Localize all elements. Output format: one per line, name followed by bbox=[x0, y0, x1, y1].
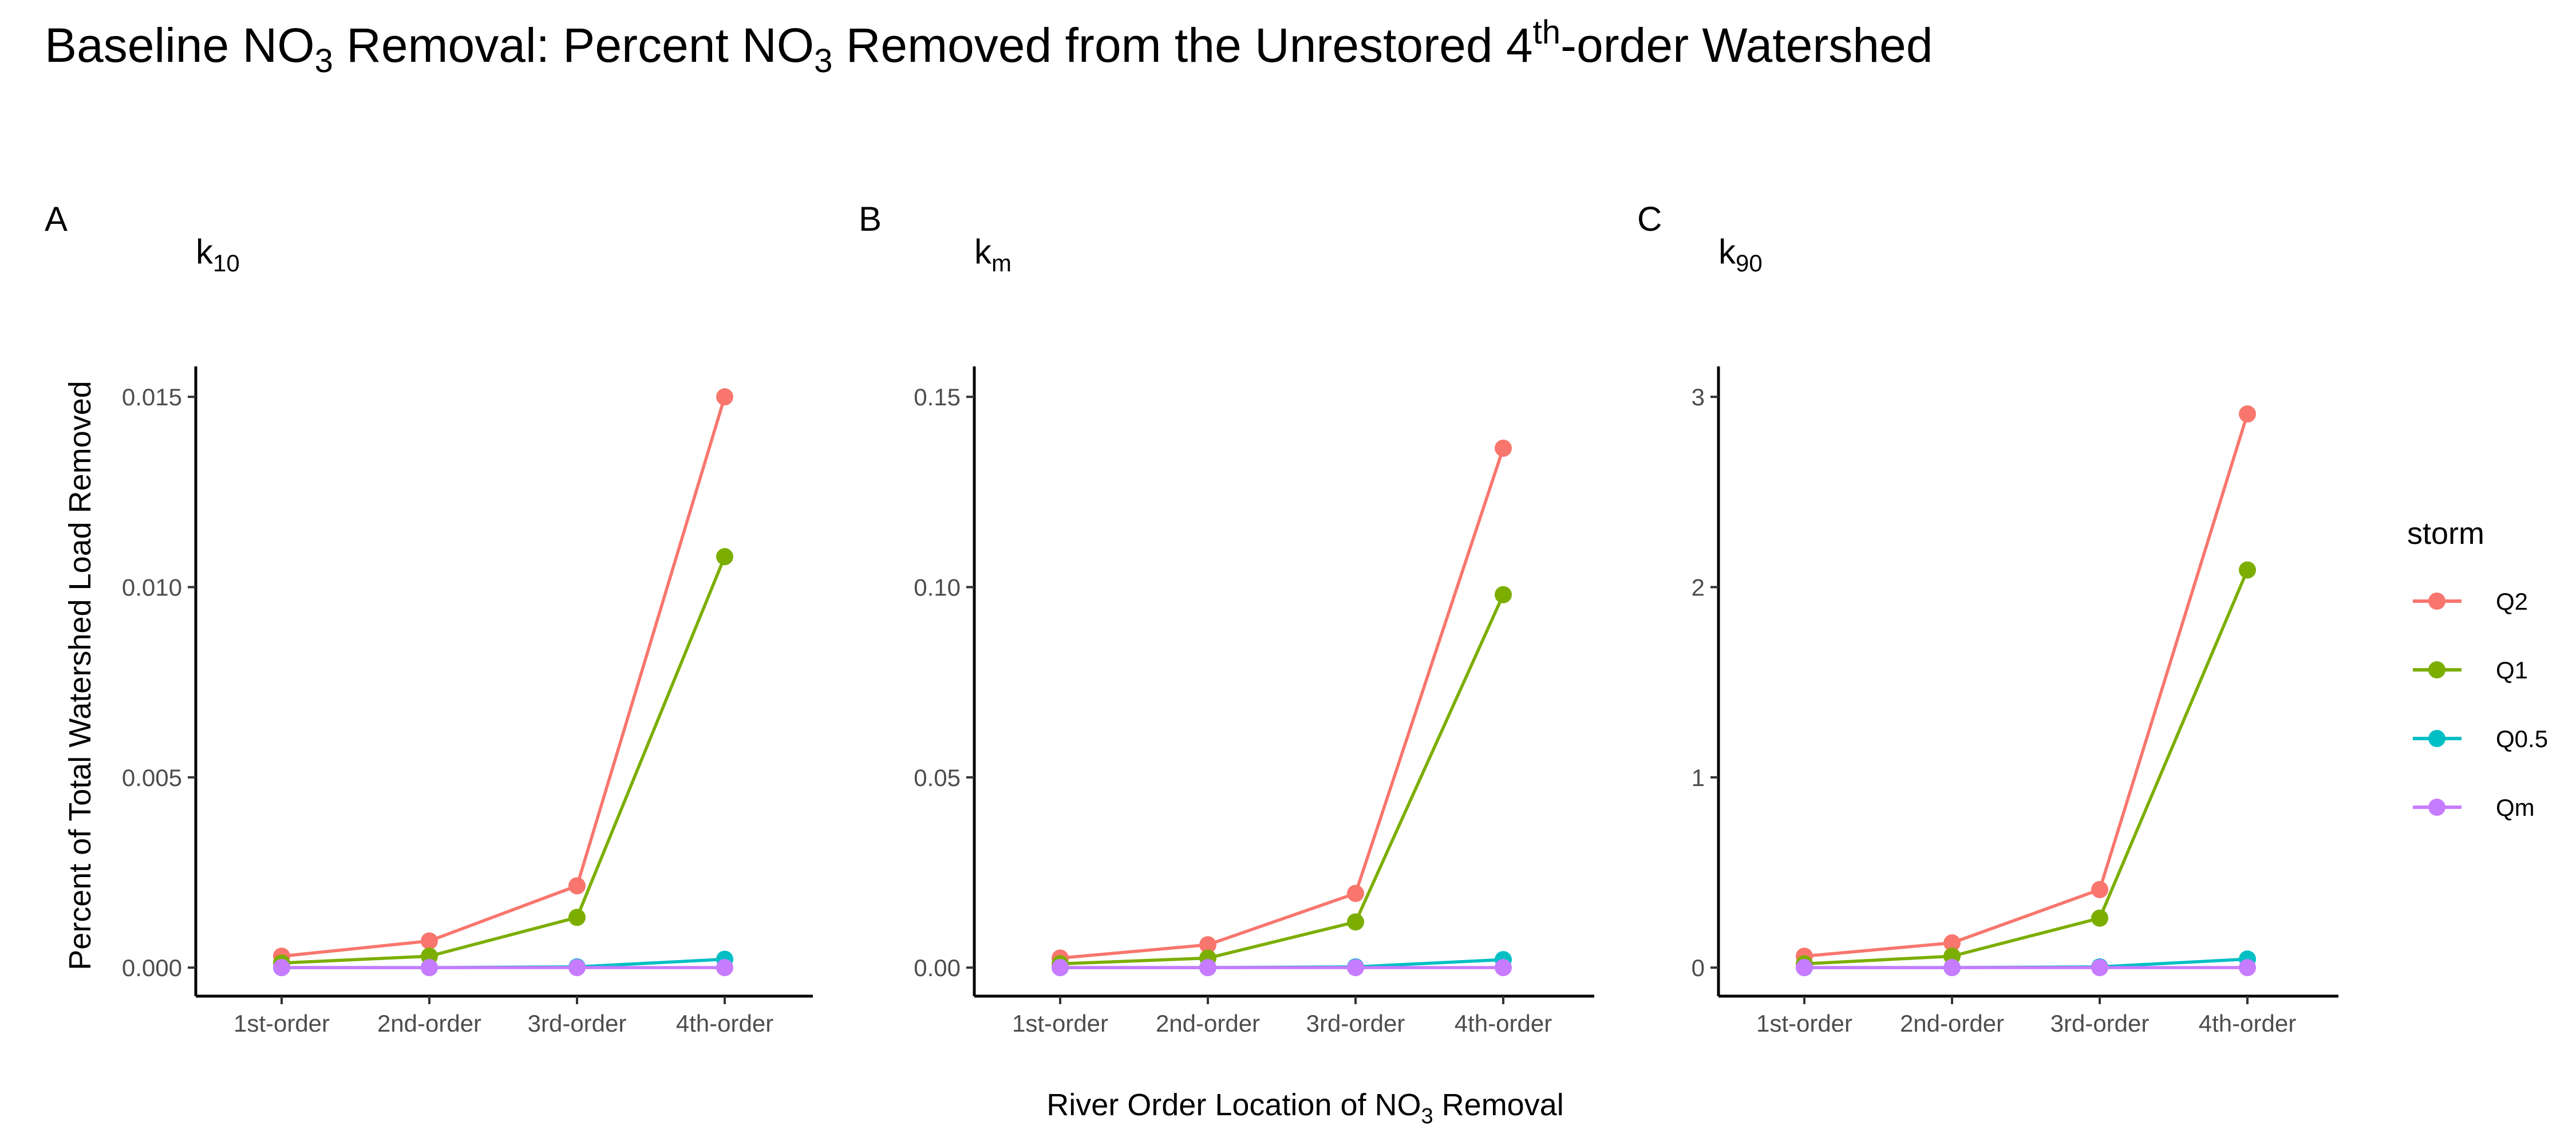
data-point-Qm bbox=[1495, 959, 1512, 977]
data-point-Q2 bbox=[2091, 881, 2108, 898]
data-point-Q1 bbox=[2239, 561, 2256, 579]
legend-key-point bbox=[2428, 799, 2445, 816]
data-point-Q2 bbox=[716, 388, 733, 406]
legend-title: storm bbox=[2407, 516, 2484, 551]
y-tick-label: 0.10 bbox=[914, 574, 961, 601]
data-point-Qm bbox=[1796, 959, 1813, 977]
panel-label: A bbox=[45, 200, 68, 238]
data-point-Qm bbox=[2239, 959, 2256, 977]
legend-label: Q2 bbox=[2496, 588, 2528, 615]
y-tick-label: 3 bbox=[1692, 384, 1705, 410]
x-tick-label: 1st-order bbox=[1756, 1010, 1852, 1037]
data-point-Qm bbox=[273, 959, 290, 977]
data-point-Qm bbox=[421, 959, 438, 977]
y-axis-title: Percent of Total Watershed Load Removed bbox=[63, 381, 97, 970]
legend-entry: Q0.5 bbox=[2413, 725, 2548, 752]
x-tick-label: 1st-order bbox=[1012, 1010, 1108, 1037]
y-tick-label: 0.015 bbox=[122, 384, 182, 410]
y-tick-label: 0.005 bbox=[122, 764, 182, 791]
panel-label: C bbox=[1637, 200, 1662, 238]
legend: storm Q2 Q1 Q0.5 Qm bbox=[2407, 516, 2548, 821]
series-line-Q1 bbox=[1804, 569, 2249, 966]
data-point-Q1 bbox=[2091, 909, 2108, 927]
panel-label: B bbox=[859, 200, 882, 238]
x-tick-label: 4th-order bbox=[1455, 1010, 1552, 1037]
data-point-Q2 bbox=[421, 932, 438, 950]
legend-key-point bbox=[2428, 661, 2445, 678]
y-tick-label: 2 bbox=[1692, 574, 1705, 601]
figure-title: Baseline NO3 Removal: Percent NO3 Remove… bbox=[45, 14, 1933, 80]
series-line-Q2 bbox=[1060, 448, 1505, 960]
y-tick-label: 0.000 bbox=[122, 954, 182, 981]
y-tick-label: 0 bbox=[1692, 954, 1705, 981]
rate-constant-label: k10 bbox=[196, 232, 240, 277]
rate-constant-label: km bbox=[974, 232, 1012, 277]
y-tick-label: 0.00 bbox=[914, 954, 961, 981]
data-point-Q2 bbox=[1347, 885, 1364, 902]
legend-label: Q1 bbox=[2496, 657, 2528, 684]
data-point-Qm bbox=[1943, 959, 1961, 977]
legend-key-point bbox=[2428, 730, 2445, 747]
x-tick-label: 3rd-order bbox=[1306, 1010, 1405, 1037]
y-tick-label: 0.15 bbox=[914, 384, 961, 410]
data-point-Q2 bbox=[1199, 936, 1216, 954]
data-point-Qm bbox=[1199, 959, 1216, 977]
x-tick-label: 2nd-order bbox=[377, 1010, 481, 1037]
data-point-Q2 bbox=[568, 877, 586, 895]
data-point-Q2 bbox=[1943, 934, 1961, 951]
legend-label: Qm bbox=[2496, 794, 2535, 821]
legend-entry: Qm bbox=[2413, 794, 2535, 821]
series-line-Q2 bbox=[281, 396, 726, 958]
x-tick-label: 3rd-order bbox=[2050, 1010, 2150, 1037]
data-point-Q1 bbox=[1347, 913, 1364, 931]
series-line-Q1 bbox=[1060, 594, 1505, 966]
data-point-Q1 bbox=[568, 909, 586, 926]
x-tick-label: 1st-order bbox=[234, 1010, 330, 1037]
legend-key-point bbox=[2428, 593, 2445, 610]
panel-B: Bkm 0.00 0.05 0.10 0.15 1st-order 2nd-order 3rd… bbox=[859, 200, 1594, 1037]
x-tick-label: 2nd-order bbox=[1900, 1010, 2004, 1037]
x-tick-label: 4th-order bbox=[676, 1010, 773, 1037]
x-axis-title: River Order Location of NO3 Removal bbox=[1046, 1088, 1563, 1128]
data-point-Q2 bbox=[1495, 439, 1512, 457]
y-tick-label: 0.05 bbox=[914, 764, 961, 791]
legend-entry: Q2 bbox=[2413, 588, 2528, 615]
data-point-Qm bbox=[1347, 959, 1364, 977]
series-line-Q2 bbox=[1804, 413, 2249, 958]
x-tick-label: 2nd-order bbox=[1156, 1010, 1260, 1037]
y-tick-label: 1 bbox=[1692, 764, 1705, 791]
data-point-Qm bbox=[716, 959, 733, 977]
x-tick-label: 4th-order bbox=[2199, 1010, 2296, 1037]
data-point-Qm bbox=[2091, 959, 2108, 977]
legend-label: Q0.5 bbox=[2496, 725, 2548, 752]
series-line-Q1 bbox=[281, 556, 726, 965]
data-point-Qm bbox=[1052, 959, 1069, 977]
rate-constant-label: k90 bbox=[1718, 232, 1763, 277]
y-tick-label: 0.010 bbox=[122, 574, 182, 601]
x-tick-label: 3rd-order bbox=[528, 1010, 627, 1037]
legend-entry: Q1 bbox=[2413, 657, 2528, 684]
data-point-Q1 bbox=[1495, 586, 1512, 603]
data-point-Q1 bbox=[716, 548, 733, 566]
data-point-Q2 bbox=[2239, 405, 2256, 423]
data-point-Qm bbox=[568, 959, 586, 977]
